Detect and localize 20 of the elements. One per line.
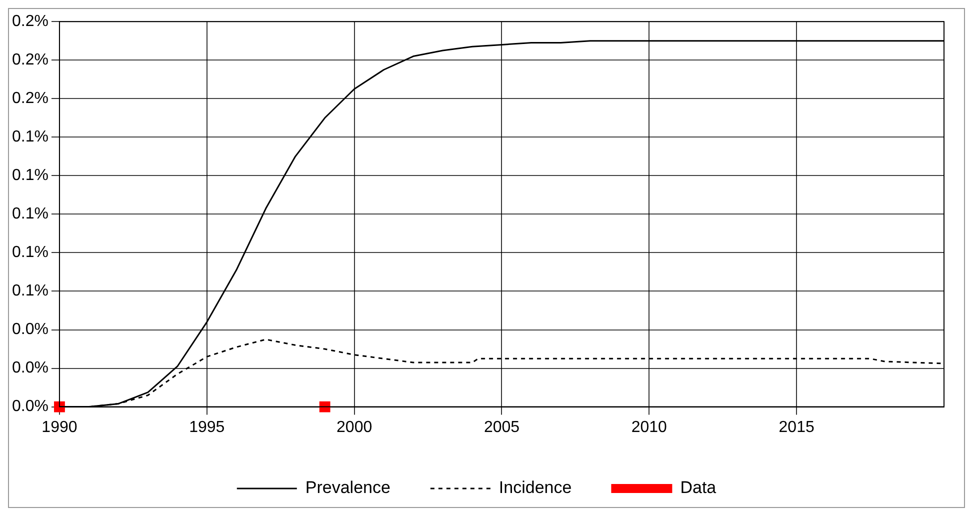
y-tick-label: 0.2% — [12, 52, 48, 69]
y-tick-label: 0.1% — [12, 206, 48, 223]
legend-label: Prevalence — [305, 478, 390, 498]
x-tick-label: 1990 — [42, 418, 78, 436]
y-tick-label: 0.0% — [12, 360, 48, 377]
legend-label: Incidence — [498, 478, 572, 498]
y-tick-label: 0.1% — [12, 167, 48, 184]
y-tick-label: 0.0% — [12, 398, 48, 416]
x-tick-label: 2005 — [484, 418, 520, 436]
y-tick-label: 0.2% — [12, 13, 48, 30]
y-tick-label: 0.2% — [12, 90, 48, 108]
x-tick-label: 2010 — [631, 418, 668, 436]
y-tick-label: 0.1% — [12, 282, 48, 300]
y-tick-label: 0.1% — [12, 128, 48, 146]
x-tick-label: 2015 — [778, 418, 814, 436]
x-tick-label: 2000 — [336, 418, 372, 436]
legend-label: Data — [680, 478, 717, 498]
y-tick-label: 0.1% — [12, 244, 48, 262]
y-tick-label: 0.0% — [12, 321, 48, 338]
x-tick-label: 1995 — [189, 418, 225, 436]
